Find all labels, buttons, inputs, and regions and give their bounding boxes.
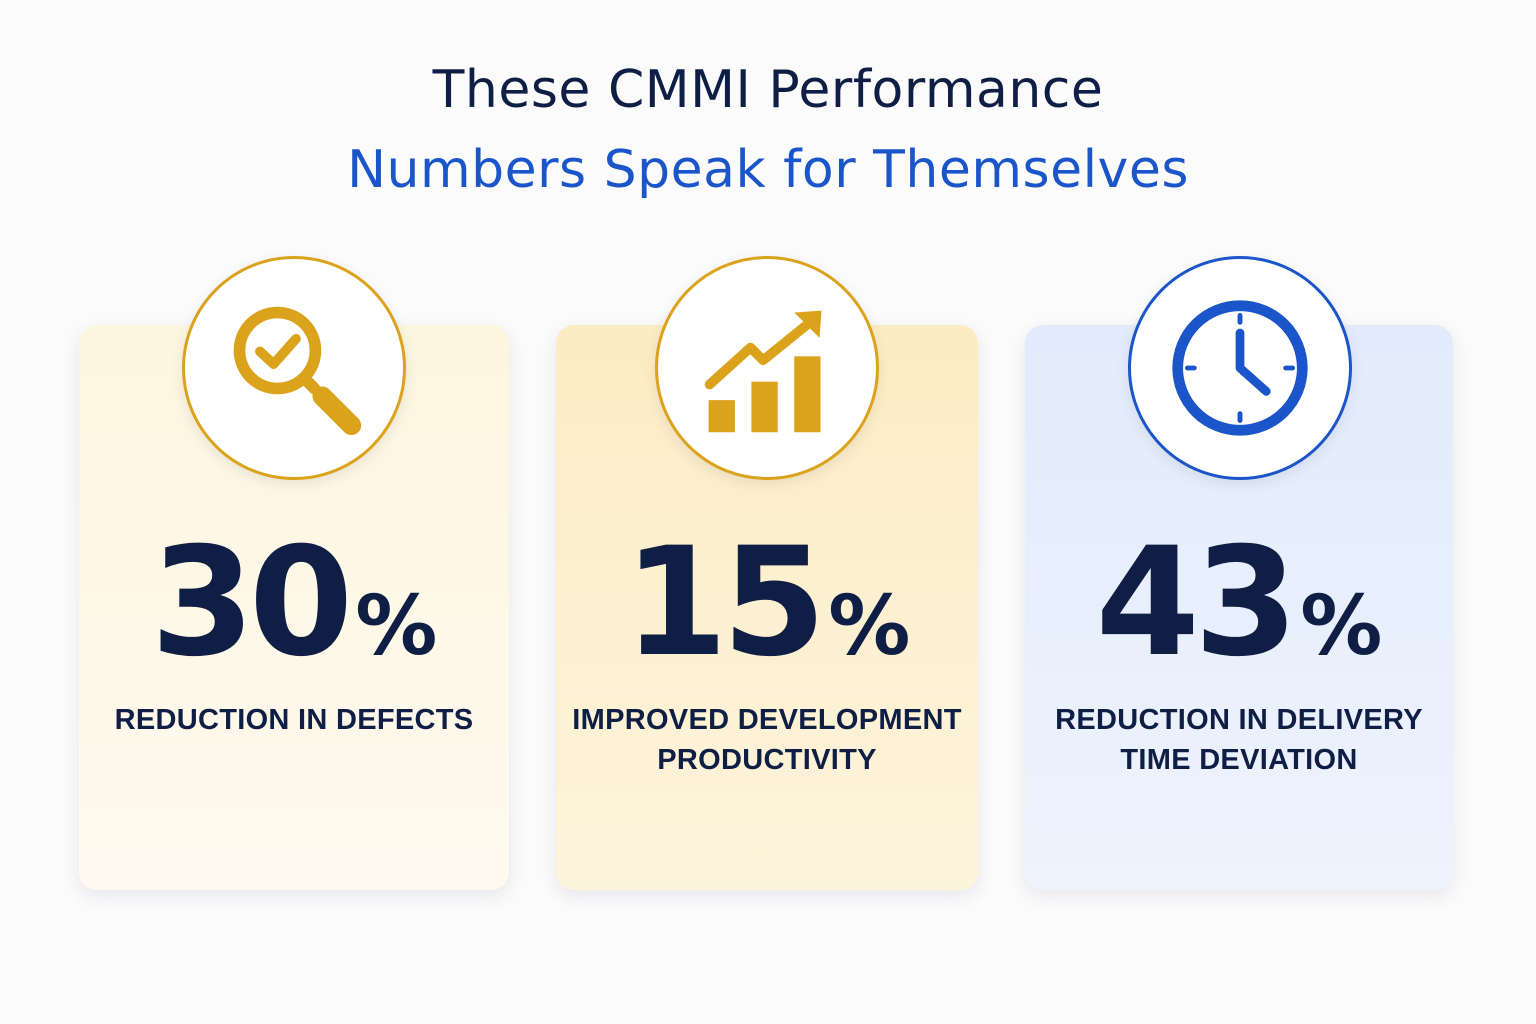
stat-number: 30 (150, 516, 354, 690)
stat-number: 15 (623, 516, 827, 690)
stat-label-line: TIME DEVIATION (1120, 744, 1358, 776)
percent-sign: % (1300, 579, 1383, 674)
stat-value-defects: 30% (79, 528, 509, 678)
stat-number: 43 (1095, 516, 1299, 690)
stat-label-delivery: REDUCTION IN DELIVERY TIME DEVIATION (1025, 700, 1453, 780)
stat-value-productivity: 15% (556, 528, 978, 678)
stat-label-line: REDUCTION IN DEFECTS (114, 704, 474, 736)
stat-label-line: IMPROVED DEVELOPMENT (572, 704, 962, 736)
magnifier-check-icon (233, 306, 362, 436)
stat-label-line: REDUCTION IN DELIVERY (1055, 704, 1423, 736)
icon-badge-defects (182, 256, 406, 480)
icon-badge-productivity (655, 256, 879, 480)
stat-label-productivity: IMPROVED DEVELOPMENT PRODUCTIVITY (556, 700, 978, 780)
clock-icon (1172, 300, 1308, 436)
stat-label-line: PRODUCTIVITY (657, 744, 877, 776)
percent-sign: % (355, 579, 438, 674)
page-subtitle: Numbers Speak for Themselves (347, 140, 1189, 200)
page-title: These CMMI Performance (432, 60, 1104, 120)
stat-value-delivery: 43% (1025, 528, 1453, 678)
growth-chart-icon (704, 310, 822, 433)
stat-label-defects: REDUCTION IN DEFECTS (79, 700, 509, 740)
icon-badge-delivery (1128, 256, 1352, 480)
percent-sign: % (828, 579, 911, 674)
